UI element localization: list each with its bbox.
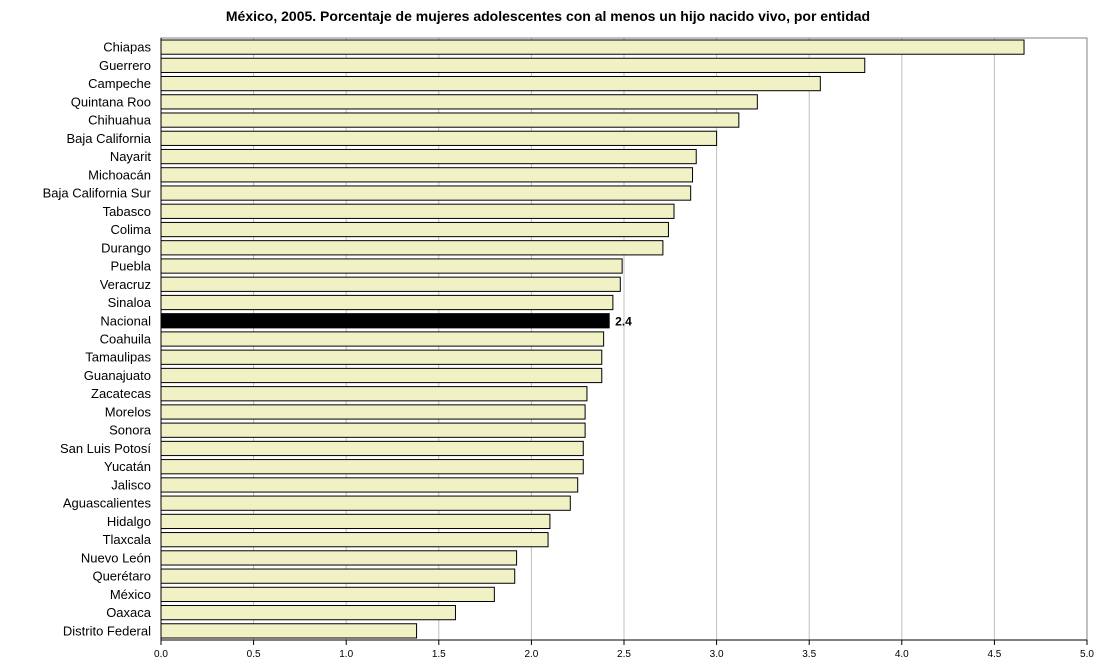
data-label: 2.4 bbox=[615, 314, 632, 328]
bar bbox=[160, 568, 516, 584]
category-label: Tabasco bbox=[103, 204, 151, 219]
bar bbox=[160, 185, 692, 201]
bar bbox=[160, 623, 418, 639]
category-label: Morelos bbox=[105, 404, 152, 419]
category-label: Chihuahua bbox=[88, 113, 152, 128]
category-label: Veracruz bbox=[100, 277, 151, 292]
bar bbox=[160, 386, 588, 402]
category-label: Tamaulipas bbox=[85, 350, 151, 365]
bar bbox=[160, 294, 614, 311]
category-label: Guanajuato bbox=[84, 368, 151, 383]
category-label: Yucatán bbox=[104, 459, 151, 474]
category-label: Puebla bbox=[111, 259, 152, 274]
x-tick-label: 2.0 bbox=[524, 649, 538, 660]
x-tick-label: 1.0 bbox=[339, 649, 353, 660]
category-label: Sinaloa bbox=[108, 295, 152, 310]
bar bbox=[160, 148, 697, 165]
category-label: Sonora bbox=[109, 423, 152, 438]
bar bbox=[160, 57, 866, 73]
x-tick-label: 4.0 bbox=[895, 649, 909, 660]
category-label: Campeche bbox=[88, 76, 151, 91]
bar bbox=[160, 331, 605, 347]
bar bbox=[160, 167, 694, 183]
x-tick-label: 1.5 bbox=[432, 649, 446, 660]
bar bbox=[160, 276, 621, 292]
bar bbox=[160, 221, 669, 238]
category-label: Aguascalientes bbox=[63, 496, 152, 511]
bar bbox=[160, 258, 623, 274]
bar bbox=[160, 532, 549, 548]
category-label: Guerrero bbox=[99, 58, 151, 73]
category-label: Coahuila bbox=[100, 332, 152, 347]
category-label: Hidalgo bbox=[107, 514, 151, 529]
bar bbox=[160, 240, 664, 256]
chart-title: México, 2005. Porcentaje de mujeres adol… bbox=[225, 8, 871, 24]
x-tick-label: 4.5 bbox=[987, 649, 1001, 660]
category-label: México bbox=[110, 587, 151, 602]
bar bbox=[160, 459, 584, 475]
category-label: Colima bbox=[111, 222, 152, 237]
bar bbox=[160, 94, 758, 110]
category-label: Nuevo León bbox=[81, 550, 151, 565]
bar bbox=[160, 513, 551, 530]
category-label: Nacional bbox=[100, 313, 151, 328]
category-label: Durango bbox=[101, 240, 151, 255]
x-tick-label: 2.5 bbox=[617, 649, 631, 660]
bar bbox=[160, 440, 584, 457]
bar bbox=[160, 550, 518, 566]
bar bbox=[160, 605, 456, 621]
bar bbox=[160, 367, 603, 384]
x-tick-label: 3.0 bbox=[710, 649, 724, 660]
category-label: Michoacán bbox=[88, 167, 151, 182]
category-label: Tlaxcala bbox=[103, 532, 152, 547]
bar bbox=[160, 203, 675, 219]
category-label: Querétaro bbox=[92, 569, 151, 584]
bar bbox=[160, 75, 821, 92]
bar bbox=[160, 349, 603, 365]
bar bbox=[160, 112, 740, 128]
bar bbox=[160, 39, 1025, 55]
category-label: Oaxaca bbox=[106, 605, 152, 620]
category-label: Nayarit bbox=[110, 149, 152, 164]
category-label: Distrito Federal bbox=[63, 623, 151, 638]
category-label: Quintana Roo bbox=[71, 94, 151, 109]
bar bbox=[160, 495, 571, 511]
x-tick-label: 5.0 bbox=[1080, 649, 1094, 660]
category-label: Zacatecas bbox=[91, 386, 151, 401]
category-label: Chiapas bbox=[103, 40, 151, 55]
bar-highlight bbox=[160, 313, 610, 329]
bar bbox=[160, 477, 579, 493]
x-tick-label: 0.5 bbox=[247, 649, 261, 660]
category-label: Baja California bbox=[66, 131, 151, 146]
category-label: Baja California Sur bbox=[43, 186, 152, 201]
x-tick-label: 0.0 bbox=[154, 649, 168, 660]
bar bbox=[160, 586, 495, 603]
bar bbox=[160, 422, 586, 438]
bar bbox=[160, 130, 718, 146]
bar bbox=[160, 404, 586, 420]
x-tick-label: 3.5 bbox=[802, 649, 816, 660]
category-label: Jalisco bbox=[111, 477, 151, 492]
category-label: San Luis Potosí bbox=[60, 441, 151, 456]
